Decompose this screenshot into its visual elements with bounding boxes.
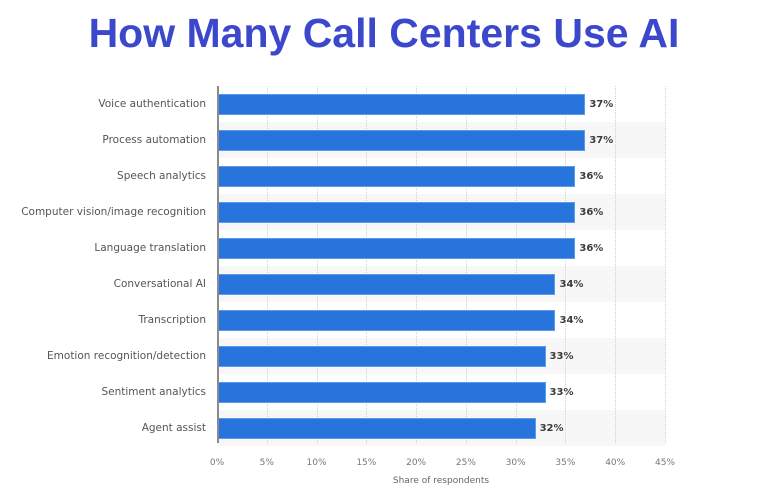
bar-value-label: 33% [549, 387, 574, 398]
bar[interactable] [217, 238, 576, 259]
bar-value-label: 36% [579, 207, 604, 218]
bar[interactable] [217, 94, 586, 115]
category-label: Process automation [102, 134, 206, 146]
gridline [665, 86, 666, 443]
category-label: Speech analytics [117, 170, 206, 182]
category-label: Transcription [138, 314, 206, 326]
category-label: Language translation [94, 242, 206, 254]
category-label: Conversational AI [113, 278, 206, 290]
x-tick-label: 0% [209, 458, 225, 468]
bar[interactable] [217, 130, 586, 151]
x-tick-label: 25% [455, 458, 476, 468]
bar-value-label: 36% [579, 243, 604, 254]
bar-value-label: 33% [549, 351, 574, 362]
bar-value-label: 34% [559, 315, 584, 326]
x-axis-title: Share of respondents [392, 476, 490, 486]
gridline [416, 86, 418, 443]
x-tick-label: 30% [505, 458, 526, 468]
bar-value-label: 36% [579, 171, 604, 182]
x-tick-label: 45% [654, 458, 676, 468]
gridline [465, 86, 467, 443]
category-label: Computer vision/image recognition [21, 206, 206, 218]
bar[interactable] [217, 166, 576, 187]
plot-area: 37% 37% 36% 36% 36% 34% 34% 33% 33% 32% [217, 86, 666, 446]
bar-value-label: 32% [539, 423, 564, 434]
gridline [615, 86, 617, 443]
bar-value-label: 37% [589, 135, 614, 146]
category-label: Voice authentication [98, 98, 206, 110]
category-label: Agent assist [141, 422, 206, 434]
bar[interactable] [217, 418, 536, 439]
x-tick-label: 35% [555, 458, 576, 468]
x-tick-label: 40% [605, 458, 626, 468]
x-tick-label: 5% [259, 458, 274, 468]
x-tick-label: 15% [356, 458, 377, 468]
gridline [316, 86, 318, 443]
bar[interactable] [217, 202, 576, 223]
y-axis-line [217, 86, 219, 443]
bar[interactable] [217, 310, 556, 331]
category-label: Emotion recognition/detection [47, 350, 206, 362]
bar[interactable] [217, 346, 546, 367]
category-label: Sentiment analytics [101, 386, 206, 398]
x-tick-label: 10% [306, 458, 327, 468]
bar[interactable] [217, 274, 556, 295]
gridline [366, 86, 368, 443]
bar-value-label: 37% [589, 99, 614, 110]
bar[interactable] [217, 382, 546, 403]
gridline [565, 86, 567, 443]
bar-value-label: 34% [559, 279, 584, 290]
chart-title: How Many Call Centers Use AI [88, 10, 680, 56]
x-tick-label: 20% [406, 458, 427, 468]
gridline [266, 86, 268, 443]
gridline [515, 86, 517, 443]
